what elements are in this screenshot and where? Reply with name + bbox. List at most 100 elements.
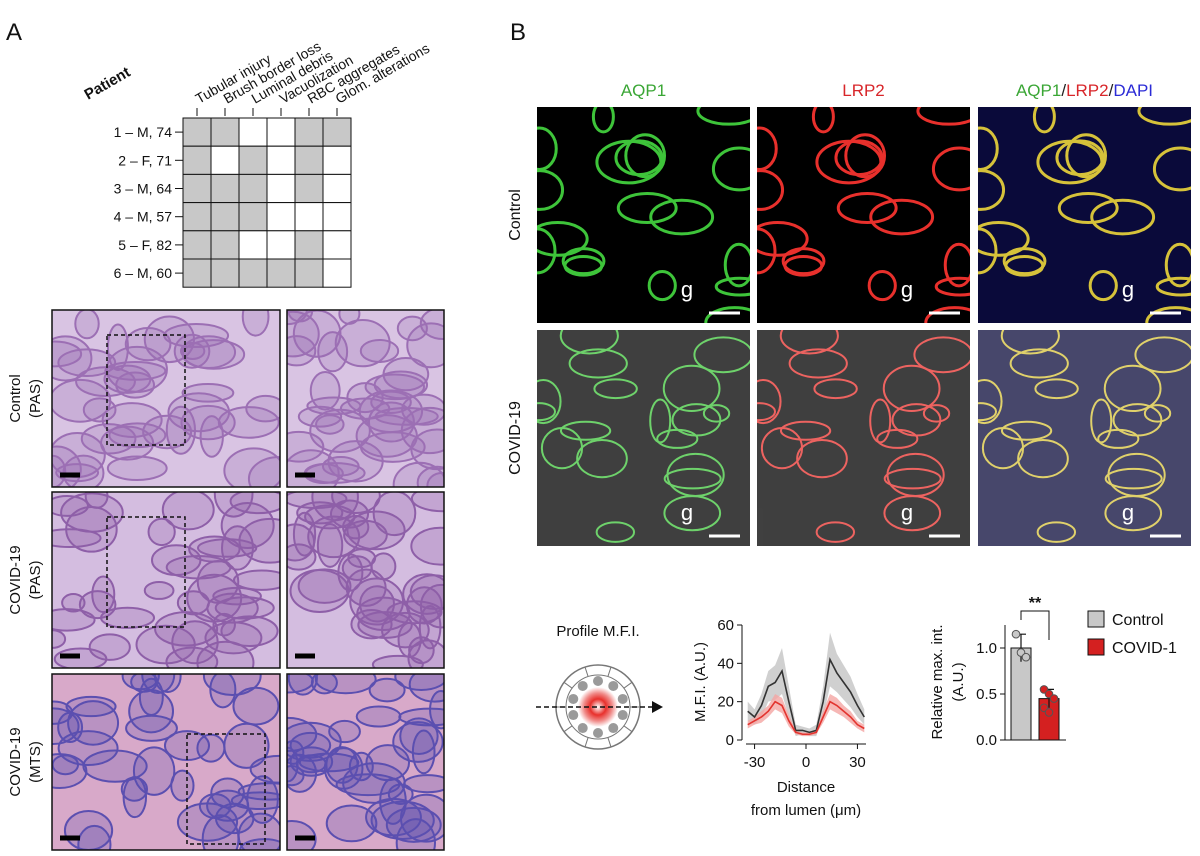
image-texture (399, 717, 439, 755)
table-cell (266, 117, 296, 147)
table-cell (182, 145, 212, 175)
schematic-lumen (578, 687, 618, 727)
table-cell (294, 117, 324, 147)
image-texture (74, 310, 100, 340)
schematic-spoke (563, 725, 573, 733)
schematic-spoke (584, 666, 589, 677)
channel-label-part: / (1109, 81, 1114, 100)
image-texture (372, 492, 417, 537)
image-texture (298, 752, 360, 773)
image-texture (287, 543, 317, 571)
image-texture (1000, 330, 1060, 355)
image-texture (199, 415, 224, 458)
table-cell (210, 173, 240, 204)
line (747, 656, 865, 734)
image-texture (1090, 198, 1156, 236)
image-texture (171, 620, 219, 665)
inset-box (106, 334, 186, 446)
image-texture (170, 769, 195, 802)
table-cell (294, 173, 324, 204)
image-texture (135, 624, 196, 665)
image-texture (411, 729, 436, 775)
table-cell (238, 117, 268, 147)
image-texture (287, 674, 318, 696)
data-point (1044, 708, 1054, 717)
channel-label-part: LRP2 (1066, 81, 1109, 100)
image-texture (359, 338, 400, 363)
image-texture (1032, 107, 1056, 134)
image-texture (869, 398, 892, 444)
image-texture (1088, 269, 1118, 302)
image-texture (165, 405, 197, 455)
image-texture (757, 227, 777, 275)
table-cell (266, 173, 296, 204)
table-cell (210, 202, 240, 232)
image-texture (57, 711, 84, 743)
image-texture (80, 423, 137, 455)
image-texture (304, 504, 356, 530)
image-texture (757, 402, 777, 422)
image-texture (711, 146, 750, 192)
image-border (286, 673, 445, 851)
row-label: 1 – M, 74 (114, 124, 173, 140)
image (52, 674, 280, 850)
image-texture (108, 422, 167, 449)
image-texture (757, 169, 785, 211)
image-texture (309, 408, 371, 454)
image-texture (287, 765, 305, 787)
image-texture (364, 373, 426, 401)
image-texture (287, 753, 318, 793)
image-texture (934, 276, 970, 297)
table-cell (322, 145, 352, 175)
y-tick-label: 60 (717, 617, 734, 634)
image (287, 674, 444, 850)
schematic-arrowhead (652, 701, 663, 713)
image-texture (397, 621, 422, 658)
image-texture (88, 633, 131, 661)
schematic-title: Profile M.F.I. (556, 623, 639, 640)
histology-row-label: COVID-19 (7, 545, 24, 614)
image (757, 107, 970, 323)
image-background (52, 674, 280, 850)
image-texture (714, 276, 750, 297)
channel-label: AQP1 (621, 81, 666, 100)
table-cell (322, 117, 352, 147)
table-cell (294, 202, 324, 232)
image-texture (103, 364, 152, 394)
image-texture (91, 575, 116, 614)
image-texture (647, 269, 677, 302)
image-texture (1036, 139, 1104, 185)
table-cell (238, 258, 268, 288)
image-texture (1145, 306, 1191, 323)
y-axis-label: M.F.I. (A.U.) (692, 642, 709, 722)
image-texture (287, 335, 317, 367)
image-texture (334, 318, 391, 368)
x-tick-label: 30 (849, 754, 866, 771)
schematic-nucleus (577, 723, 588, 734)
image-texture (537, 227, 557, 275)
table-cell (266, 145, 296, 175)
image-texture (57, 348, 117, 377)
image-texture (396, 315, 428, 342)
image-texture (61, 593, 86, 613)
glomerulus-label: g (1122, 500, 1134, 525)
image-texture (1104, 495, 1163, 532)
table-cell (266, 258, 296, 288)
image-texture (52, 494, 89, 517)
image-texture (696, 107, 750, 126)
table-cell (210, 230, 240, 260)
table-cell (294, 230, 324, 260)
table-cell (238, 145, 268, 175)
glomerulus-label: g (1122, 277, 1134, 302)
image (978, 107, 1191, 323)
image-texture (757, 221, 809, 257)
image-texture (181, 335, 237, 369)
schematic-spoke (563, 681, 573, 689)
histology-row-label: COVID-19 (7, 727, 24, 796)
image-texture (229, 492, 280, 515)
histology-row-label: (PAS) (27, 561, 44, 600)
image-texture (407, 639, 444, 668)
image-texture (232, 686, 280, 726)
inset-box (186, 733, 266, 845)
schematic-nucleus (608, 680, 619, 691)
